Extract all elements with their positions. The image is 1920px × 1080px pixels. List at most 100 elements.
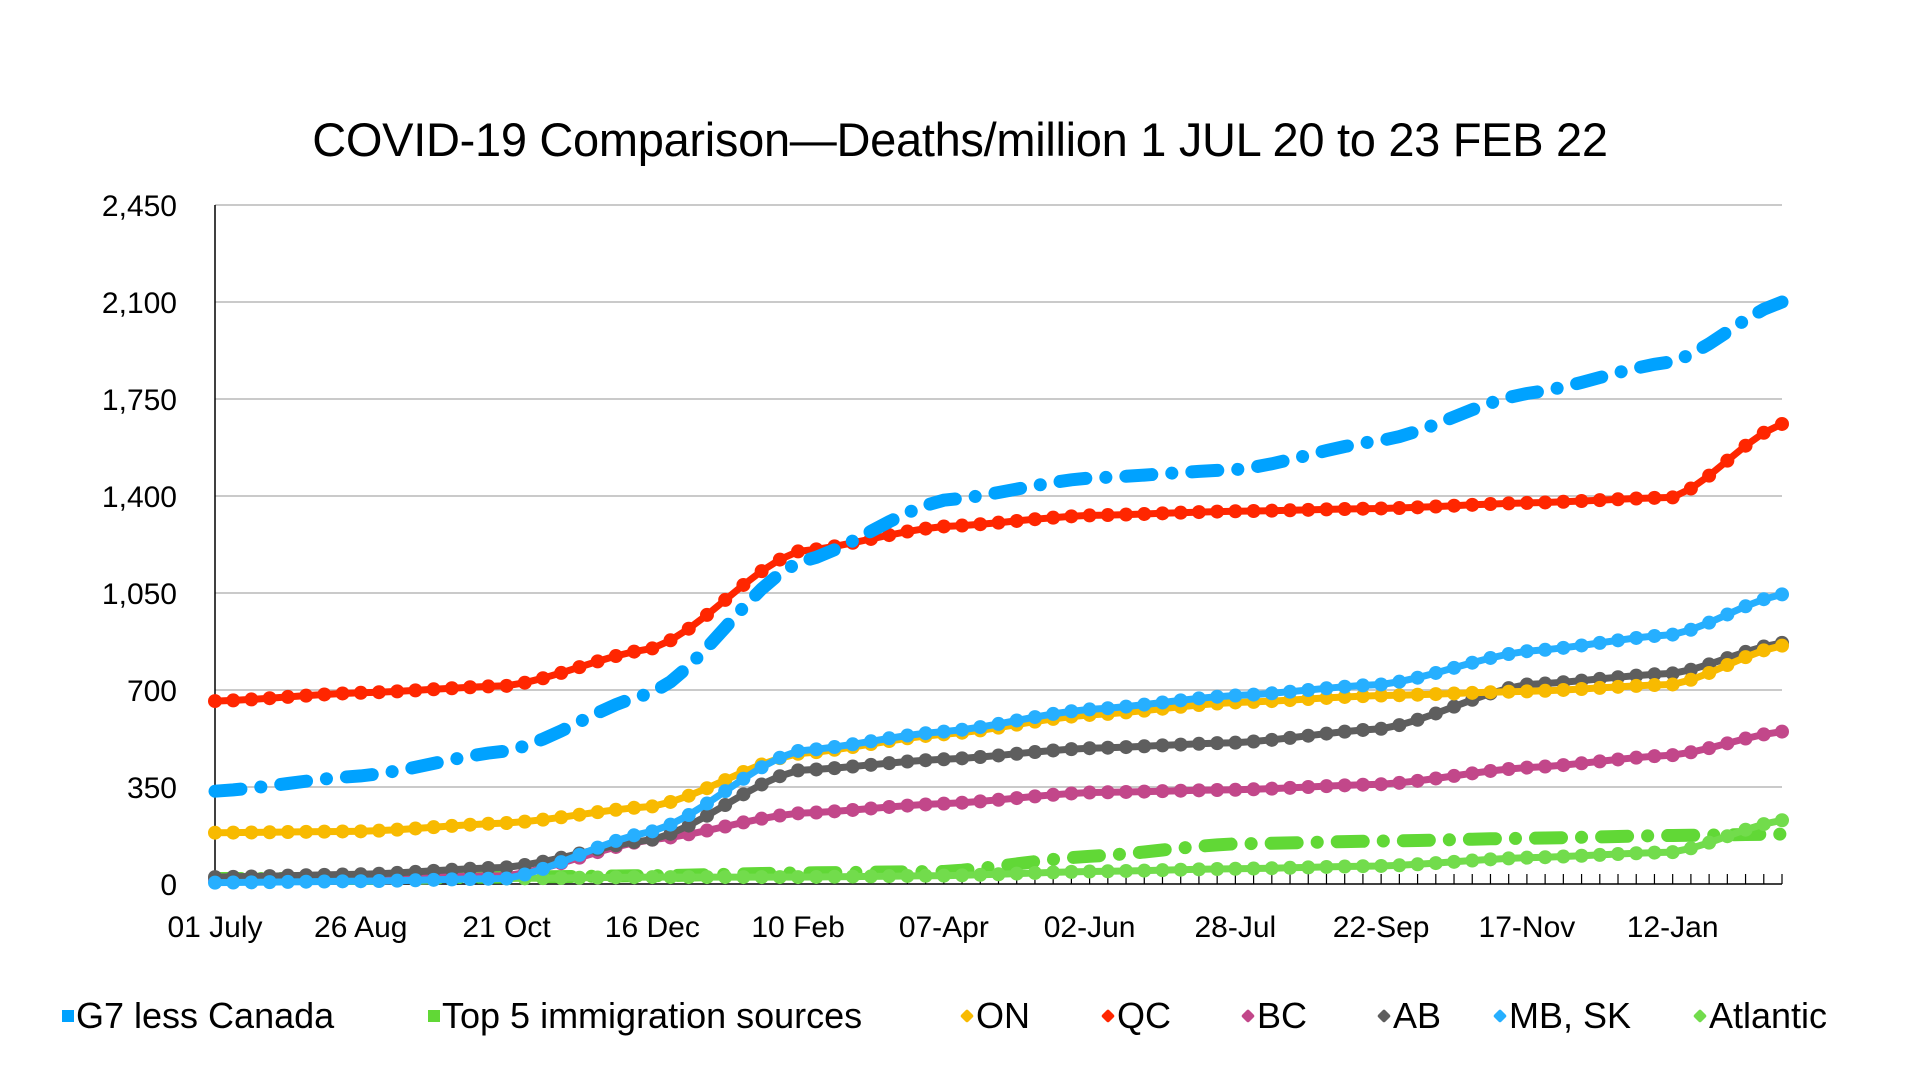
x-tick-label: 28-Jul bbox=[1195, 911, 1277, 944]
data-point bbox=[1100, 785, 1115, 800]
data-point bbox=[1683, 622, 1698, 637]
data-point bbox=[1319, 779, 1334, 794]
data-point bbox=[1027, 745, 1042, 760]
legend-label: G7 less Canada bbox=[76, 995, 335, 1036]
data-point bbox=[1683, 745, 1698, 760]
data-point bbox=[699, 870, 714, 885]
data-point bbox=[1410, 857, 1425, 872]
data-point bbox=[1027, 512, 1042, 527]
data-point bbox=[1756, 425, 1771, 440]
data-point bbox=[572, 807, 587, 822]
data-point bbox=[444, 872, 459, 887]
y-tick-label: 2,100 bbox=[102, 287, 177, 320]
data-point bbox=[608, 833, 623, 848]
x-tick-labels: 01 July 26 Aug 21 Oct 16 Dec 10 Feb 07-Apr 02-… bbox=[167, 911, 1718, 944]
data-point bbox=[1246, 782, 1261, 797]
data-point bbox=[1428, 771, 1443, 786]
data-point bbox=[736, 870, 751, 885]
data-point bbox=[1155, 784, 1170, 799]
y-tick-label: 350 bbox=[127, 772, 177, 805]
data-point bbox=[809, 742, 824, 757]
data-point bbox=[882, 731, 897, 746]
series-qc bbox=[208, 416, 1789, 709]
data-point bbox=[882, 799, 897, 814]
chart-title: COVID-19 Comparison—Deaths/million 1 JUL… bbox=[312, 113, 1608, 166]
data-point bbox=[1756, 727, 1771, 742]
data-point bbox=[1519, 684, 1534, 699]
legend-label: MB, SK bbox=[1509, 995, 1632, 1036]
data-point bbox=[390, 684, 405, 699]
data-point bbox=[1702, 835, 1717, 850]
data-point bbox=[299, 824, 314, 839]
data-point bbox=[1210, 504, 1225, 519]
data-point bbox=[791, 763, 806, 778]
data-point bbox=[1629, 750, 1644, 765]
data-point bbox=[1191, 862, 1206, 877]
y-tick-label: 1,400 bbox=[102, 481, 177, 514]
data-point bbox=[663, 633, 678, 648]
data-point bbox=[317, 824, 332, 839]
data-point bbox=[827, 761, 842, 776]
data-point bbox=[1447, 498, 1462, 513]
data-point bbox=[1574, 756, 1589, 771]
data-point bbox=[1374, 677, 1389, 692]
data-point bbox=[1647, 628, 1662, 643]
data-point bbox=[772, 750, 787, 765]
data-point bbox=[262, 825, 277, 840]
y-tick-label: 2,450 bbox=[102, 190, 177, 223]
data-point bbox=[335, 686, 350, 701]
data-point bbox=[754, 564, 769, 579]
data-point bbox=[1611, 679, 1626, 694]
data-point bbox=[1374, 688, 1389, 703]
data-point bbox=[1483, 685, 1498, 700]
data-point bbox=[1137, 506, 1152, 521]
data-point bbox=[1392, 858, 1407, 873]
data-point bbox=[1611, 847, 1626, 862]
data-point bbox=[1519, 495, 1534, 510]
data-point bbox=[1483, 763, 1498, 778]
data-point bbox=[317, 687, 332, 702]
data-point bbox=[1009, 791, 1024, 806]
data-point bbox=[1738, 822, 1753, 837]
data-point bbox=[390, 873, 405, 888]
data-point bbox=[1301, 502, 1316, 517]
data-point bbox=[1629, 668, 1644, 683]
data-point bbox=[1082, 785, 1097, 800]
data-point bbox=[791, 870, 806, 885]
data-point bbox=[280, 825, 295, 840]
data-point bbox=[1283, 684, 1298, 699]
data-point bbox=[1173, 862, 1188, 877]
data-point bbox=[371, 823, 386, 838]
data-point bbox=[772, 769, 787, 784]
data-point bbox=[918, 753, 933, 768]
data-point bbox=[1264, 503, 1279, 518]
legend-swatch-icon bbox=[428, 1010, 440, 1022]
data-point bbox=[1447, 854, 1462, 869]
data-point bbox=[1556, 849, 1571, 864]
x-tick-label: 26 Aug bbox=[314, 911, 407, 944]
data-point bbox=[663, 870, 678, 885]
data-point bbox=[1082, 741, 1097, 756]
data-point bbox=[681, 788, 696, 803]
data-point bbox=[1228, 782, 1243, 797]
data-point bbox=[208, 694, 222, 709]
data-point bbox=[1392, 688, 1407, 703]
data-point bbox=[1775, 638, 1789, 653]
data-point bbox=[1738, 650, 1753, 665]
data-point bbox=[1665, 677, 1680, 692]
data-point bbox=[262, 691, 277, 706]
data-point bbox=[845, 802, 860, 817]
data-point bbox=[1374, 721, 1389, 736]
data-point bbox=[681, 808, 696, 823]
data-point bbox=[681, 818, 696, 833]
data-point bbox=[481, 679, 496, 694]
data-point bbox=[535, 671, 550, 686]
data-point bbox=[1064, 864, 1079, 879]
data-point bbox=[1210, 861, 1225, 876]
data-point bbox=[1009, 866, 1024, 881]
data-point bbox=[1665, 666, 1680, 681]
data-point bbox=[554, 870, 569, 885]
data-point bbox=[408, 873, 423, 888]
data-point bbox=[481, 816, 496, 831]
